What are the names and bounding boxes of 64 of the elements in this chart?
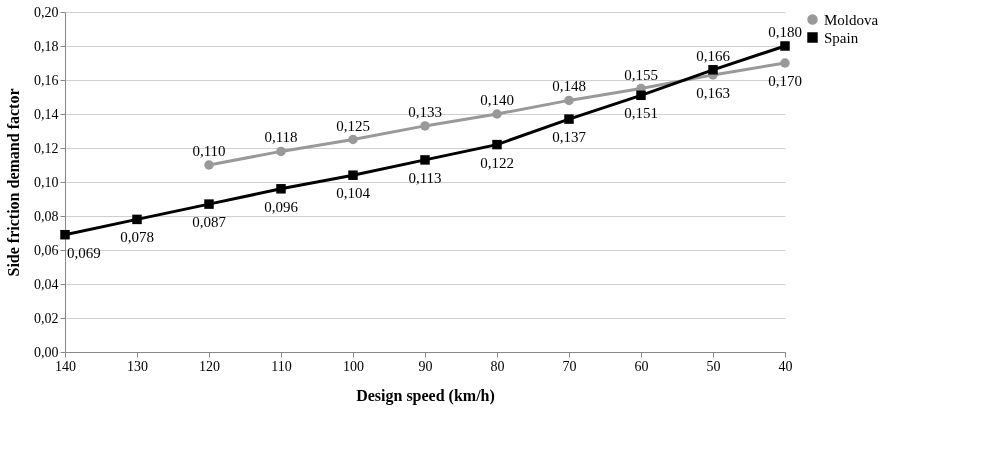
x-tick-label: 100 [343, 358, 364, 374]
point [276, 146, 286, 157]
x-tick-label: 120 [199, 358, 220, 374]
y-tick-label: 0,10 [34, 174, 59, 190]
data-label: 0,166 [696, 47, 731, 64]
point [348, 170, 358, 180]
point [420, 155, 430, 165]
x-tick-label: 50 [706, 358, 721, 374]
data-label: 0,151 [624, 105, 658, 122]
point [132, 214, 142, 225]
x-tick-label: 40 [778, 358, 793, 374]
y-tick-label: 0,18 [34, 38, 59, 54]
y-tick-label: 0,14 [34, 106, 59, 122]
x-tick-label: 140 [55, 358, 76, 374]
data-label: 0,104 [336, 185, 371, 202]
point [564, 95, 574, 106]
y-tick-label: 0,06 [34, 242, 59, 258]
data-label: 0,122 [480, 154, 514, 171]
data-label: 0,078 [120, 229, 154, 246]
data-label: 0,140 [480, 92, 514, 108]
data-label: 0,163 [696, 84, 730, 101]
data-label: 0,125 [336, 117, 370, 134]
data-label: 0,110 [192, 143, 226, 159]
data-label: 0,133 [408, 103, 442, 120]
data-label: 0,118 [264, 129, 298, 146]
legend-label: Spain [824, 29, 859, 46]
y-tick-label: 0,02 [34, 310, 59, 326]
y-tick-label: 0,12 [34, 140, 59, 156]
y-tick-label: 0,04 [34, 276, 59, 292]
point [492, 109, 502, 119]
data-label: 0,148 [552, 78, 586, 95]
point [348, 134, 358, 145]
x-axis-title: Design speed (km/h) [356, 386, 495, 405]
data-label: 0,170 [768, 73, 802, 89]
data-label: 0,155 [624, 66, 658, 83]
point [60, 229, 70, 240]
data-label: 0,113 [408, 169, 442, 186]
point [204, 199, 214, 209]
point [564, 114, 574, 124]
y-tick-label: 0,16 [34, 72, 59, 88]
point [276, 184, 286, 194]
y-axis-title: Side friction demand factor [5, 88, 22, 277]
data-label: 0,096 [264, 198, 299, 215]
x-tick-label: 110 [271, 358, 292, 374]
point [780, 41, 790, 51]
x-tick-label: 70 [562, 358, 577, 374]
data-label: 0,087 [192, 214, 227, 231]
y-tick-label: 0,00 [34, 344, 59, 360]
data-label: 0,180 [768, 24, 802, 40]
point [492, 139, 502, 150]
x-tick-label: 130 [127, 358, 148, 374]
data-label: 0,069 [67, 244, 101, 261]
x-tick-label: 80 [490, 358, 505, 374]
point [780, 58, 790, 68]
x-tick-label: 60 [634, 358, 649, 374]
x-tick-label: 90 [418, 358, 433, 374]
point [636, 90, 646, 101]
point [708, 65, 718, 75]
y-tick-label: 0,20 [34, 4, 59, 20]
data-label: 0,137 [552, 129, 587, 146]
point [420, 121, 430, 131]
y-tick-label: 0,08 [34, 208, 59, 224]
legend-label: Moldova [824, 11, 879, 28]
point [204, 160, 214, 170]
